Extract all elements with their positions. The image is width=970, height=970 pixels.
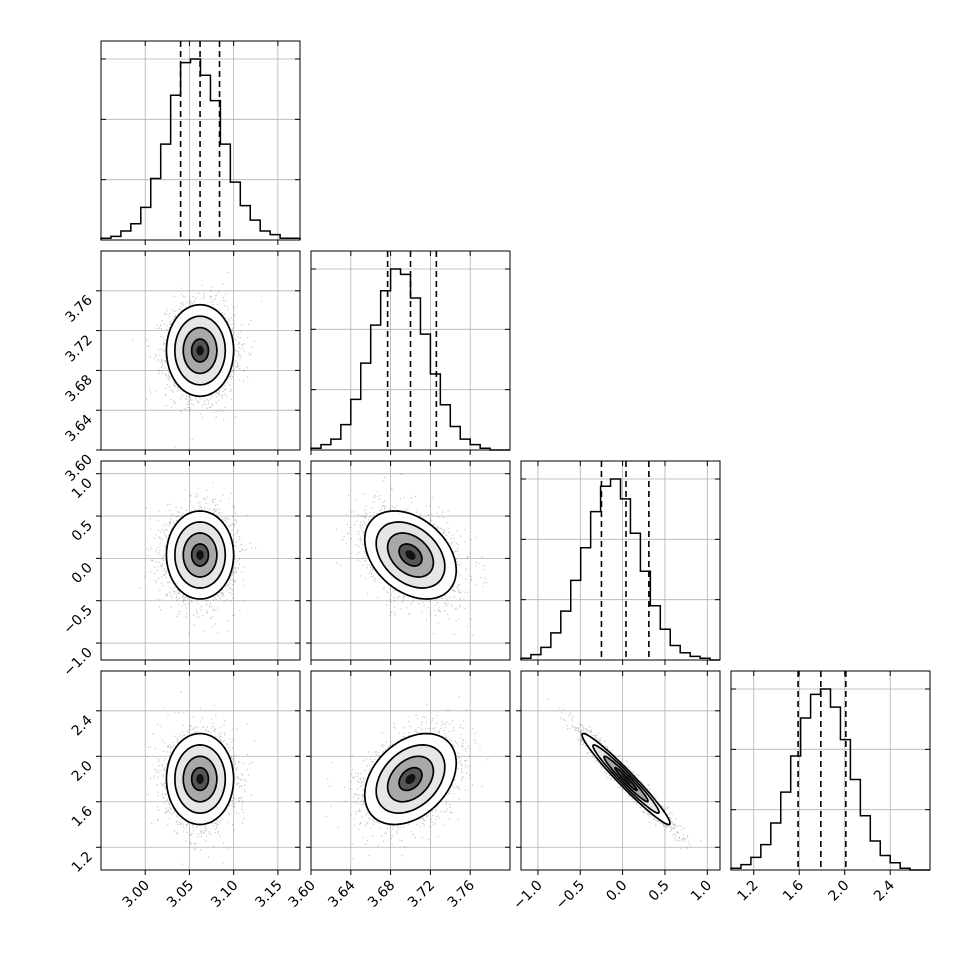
y-tick-label-p1-3: 3.72 (62, 332, 95, 365)
x-tick-label-p2-2: 0.0 (603, 878, 630, 905)
x-tick-label-p2-3: 0.5 (646, 878, 673, 905)
y-tick-label-p1-4: 3.76 (62, 292, 95, 325)
contour-level-0 (190, 338, 210, 363)
contour-level-0 (614, 766, 638, 792)
y-tick-label-p2-0: −1.0 (60, 645, 95, 680)
panel-frame (310, 460, 511, 661)
x-tick-label-p3-2: 2.0 (825, 878, 852, 905)
panel-content (101, 251, 300, 450)
scatter-panel-0-1 (96, 250, 301, 455)
panel-frame (520, 460, 721, 661)
panel-frame (520, 670, 721, 871)
x-tick-label-p3-0: 1.2 (735, 878, 762, 905)
x-tick-label-p1-2: 3.68 (365, 878, 398, 911)
contour-level-0 (398, 543, 423, 567)
x-tick-label-p3-3: 2.4 (871, 877, 898, 904)
x-tick-label-p2-4: 1.0 (688, 878, 715, 905)
histogram-series-0 (100, 58, 301, 240)
contour-level-3 (363, 510, 458, 600)
histogram-panel-2 (520, 460, 721, 665)
x-tick-label-p0-0: 3.00 (120, 878, 153, 911)
histogram-panel-1 (310, 250, 511, 455)
scatter-panel-0-3 (96, 670, 301, 875)
histogram-series-1 (310, 268, 510, 451)
x-tick-label-p1-4: 3.76 (445, 877, 478, 910)
y-tick-label-p3-0: 1.2 (69, 849, 96, 876)
contour-level-2 (375, 744, 446, 814)
panel-frame (730, 670, 931, 871)
contour-level-1 (182, 532, 218, 578)
panel-frame (100, 460, 301, 661)
x-tick-label-p1-1: 3.64 (325, 877, 358, 910)
y-tick-label-p1-1: 3.64 (62, 412, 95, 445)
density-peak (405, 774, 416, 784)
contour-level-1 (603, 755, 649, 803)
panel-content (311, 461, 510, 660)
histogram-panel-0 (100, 40, 301, 245)
contour-level-3 (581, 732, 671, 826)
contour-level-2 (174, 315, 227, 386)
y-tick-label-p3-1: 1.6 (69, 803, 96, 830)
x-tick-label-p0-3: 3.15 (252, 878, 285, 911)
y-tick-label-p2-3: 0.5 (69, 518, 96, 545)
scatter-panel-2-3 (516, 670, 721, 875)
panel-content (101, 461, 300, 660)
panel-frame (310, 670, 511, 871)
y-tick-label-p3-2: 2.0 (69, 758, 96, 785)
x-tick-label-p2-0: −1.0 (510, 878, 545, 913)
y-tick-label-p3-3: 2.4 (69, 712, 96, 739)
y-tick-label-p2-2: 0.0 (69, 560, 96, 587)
x-tick-label-p3-1: 1.6 (780, 877, 807, 904)
panel-frame (100, 670, 301, 871)
contour-level-3 (165, 510, 235, 600)
contour-level-1 (182, 326, 218, 375)
density-peak (196, 550, 204, 560)
contour-level-0 (190, 543, 210, 567)
contour-level-3 (363, 732, 458, 826)
contour-level-2 (375, 521, 446, 589)
scatter-panel-0-2 (96, 460, 301, 665)
density-peak (405, 550, 416, 560)
contour-level-2 (592, 744, 660, 814)
contour-level-3 (165, 303, 235, 398)
x-tick-label-p2-1: −0.5 (553, 878, 588, 913)
contour-level-2 (174, 744, 227, 814)
panel-content (311, 671, 510, 870)
histogram-series-2 (520, 478, 720, 661)
contour-level-1 (182, 755, 218, 803)
scatter-panel-1-3 (306, 670, 511, 875)
panel-content (101, 671, 300, 870)
panel-frame (100, 40, 301, 241)
histogram-series-3 (730, 688, 930, 871)
panels-layer: 3.00 3.05 3.10 3.15 3.60 3.64 3.68 3.72 3.76 −1.0… (60, 40, 931, 913)
contour-level-0 (398, 766, 423, 792)
x-tick-label-p1-3: 3.72 (405, 878, 438, 911)
y-tick-label-p2-1: −0.5 (60, 602, 95, 637)
x-tick-label-p0-2: 3.10 (208, 878, 241, 911)
density-peak (621, 774, 631, 784)
panel-frame (100, 250, 301, 451)
scatter-panel-1-2 (306, 460, 511, 665)
contour-level-1 (386, 755, 435, 803)
density-peak (196, 345, 204, 356)
contour-level-0 (190, 766, 210, 792)
contour-level-1 (386, 532, 435, 578)
panel-frame (310, 250, 511, 451)
x-tick-label-p0-1: 3.05 (164, 878, 197, 911)
histogram-panel-3 (730, 670, 931, 875)
contour-level-3 (165, 732, 235, 826)
y-tick-label-p1-2: 3.68 (62, 372, 95, 405)
x-tick-label-p1-0: 3.60 (285, 878, 318, 911)
density-peak (196, 774, 204, 784)
contour-level-2 (174, 521, 227, 589)
panel-content (521, 671, 720, 870)
